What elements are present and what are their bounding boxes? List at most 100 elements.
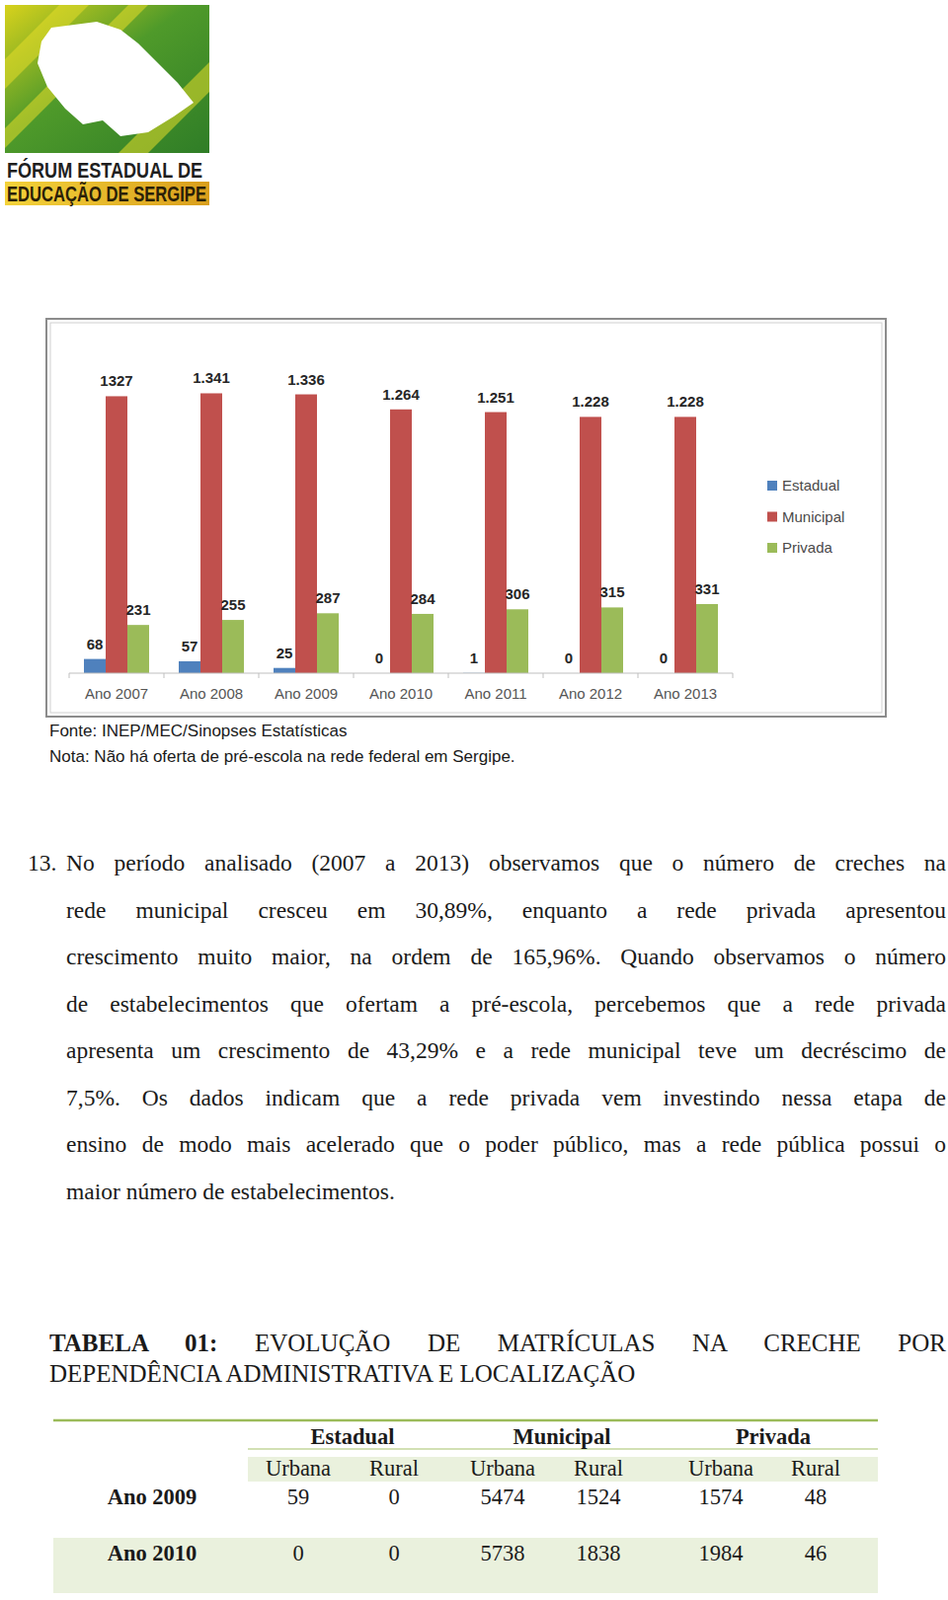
table-cell: 5738 [423,1540,582,1569]
table-row-label: Ano 2009 [73,1484,232,1512]
paragraph-line: ensino de modo mais acelerado que o pode… [66,1121,947,1170]
table-group-header: Estadual [273,1423,432,1452]
bar [484,412,507,674]
table-subheader: Urbana [423,1455,582,1484]
legend-swatch [767,543,778,553]
x-tick-label: Ano 2007 [84,685,149,703]
logo-background [4,4,210,154]
table-subheader: Rural [519,1455,678,1484]
paragraph-line: rede municipal cresceu em 30,89%, enquan… [66,887,947,936]
table-cell: 0 [315,1484,474,1512]
x-tick-label: Ano 2012 [558,685,623,703]
data-label: 1.228 [666,393,705,410]
table-cell: 59 [219,1484,378,1512]
data-label: 255 [220,596,245,614]
paragraph-line: maior número de estabelecimentos. [66,1169,947,1217]
bar [200,393,223,674]
legend-label: Municipal [782,508,845,526]
bar [83,659,106,674]
bar [601,607,624,674]
table-rule [53,1420,878,1423]
table-row-label: Ano 2010 [73,1540,232,1569]
legend-label: Estadual [782,476,840,494]
page: FÓRUM ESTADUAL DEEDUCAÇÃO DE SERGIPE Ano … [0,0,948,1600]
logo-band [4,181,210,206]
legend: Estadual Municipal Privada [767,476,845,556]
axis-tick [543,673,545,679]
axis-tick [69,673,71,679]
bar [105,395,128,674]
legend-label: Privada [782,539,834,556]
legend-swatch [767,512,778,523]
paragraph-number: 13. [27,840,57,888]
table-subheader: Urbana [641,1455,800,1484]
logo-map [37,21,194,137]
chart: Ano 2007 Ano 2008 Ano 2009 Ano 2010 Ano 2011… [46,318,886,717]
table-cell: 48 [736,1484,895,1512]
paragraph-line: apresenta um crescimento de 43,29% e a r… [66,1027,947,1076]
table-graphics [53,1421,878,1594]
table-label: TABELA 01: [49,1330,218,1357]
page-graphics: FÓRUM ESTADUAL DEEDUCAÇÃO DE SERGIPE Ano … [0,0,948,1600]
bar [696,604,718,674]
data-label: 0 [659,649,668,667]
table-cell: 1838 [519,1540,678,1569]
data-label: 1.264 [382,386,420,403]
table-cell: 1984 [641,1540,800,1569]
bar [506,609,529,674]
x-tick-label: Ano 2010 [369,685,433,703]
data-label: 68 [86,635,104,653]
x-tick-label: Ano 2013 [653,685,717,703]
x-tick-label: Ano 2011 [464,685,527,703]
table-group-header: Privada [694,1423,853,1452]
axis-tick [163,673,165,679]
table-subheader: Rural [315,1455,474,1484]
data-label: 306 [504,585,530,603]
logo-text: EDUCAÇÃO DE SERGIPE [6,181,207,207]
data-label: 0 [564,649,573,667]
data-label: 1327 [99,372,133,390]
data-label: 25 [276,644,294,662]
bar [178,661,201,674]
bar [579,416,602,674]
data-label: 231 [125,601,151,619]
chart-source: Fonte: INEP/MEC/Sinopses Estatísticas [49,721,347,742]
bar [390,409,412,674]
axis-tick [258,673,260,679]
chart-note: Nota: Não há oferta de pré-escola na red… [49,747,516,768]
table-cell: 1524 [519,1484,678,1512]
x-axis [69,673,733,675]
bar [127,625,150,674]
axis-tick [448,673,450,679]
paragraph-line: crescimento muito maior, na ordem de 165… [66,934,947,982]
data-label: 1.228 [571,393,610,410]
data-label: 57 [181,637,199,655]
legend-swatch [767,480,778,491]
paragraph-line: de estabelecimentos que ofertam a pré-es… [66,981,947,1029]
table-cell: 0 [315,1540,474,1569]
logo: FÓRUM ESTADUAL DEEDUCAÇÃO DE SERGIPE [4,4,210,207]
axis-tick [353,673,355,679]
table-row-bg [53,1538,878,1594]
data-label: 284 [409,590,436,608]
chart-frame [46,318,886,717]
table-group-header: Municipal [482,1423,641,1452]
bar [411,614,434,674]
paragraph-line: No período analisado (2007 a 2013) obser… [66,840,947,888]
table-subheader: Rural [736,1455,895,1484]
bar [295,395,317,674]
data-label: 1.341 [192,369,231,387]
data-label: 0 [375,649,384,667]
table-cell: 5474 [423,1484,582,1512]
table-subheader: Urbana [219,1455,378,1484]
table-title: DEPENDÊNCIA ADMINISTRATIVA E LOCALIZAÇÃO [49,1359,635,1390]
data-labels: 685725010013271.3411.3361.2641.2511.2281… [86,369,720,667]
data-label: 315 [599,583,625,601]
x-tick-label: Ano 2009 [274,685,338,703]
axis-tick [637,673,639,679]
bar [273,668,296,674]
table-cell: 0 [219,1540,378,1569]
paragraph-line: 7,5%. Os dados indicam que a rede privad… [66,1075,947,1123]
x-tick-label: Ano 2008 [179,685,243,703]
table-subheader-bg [247,1457,878,1483]
